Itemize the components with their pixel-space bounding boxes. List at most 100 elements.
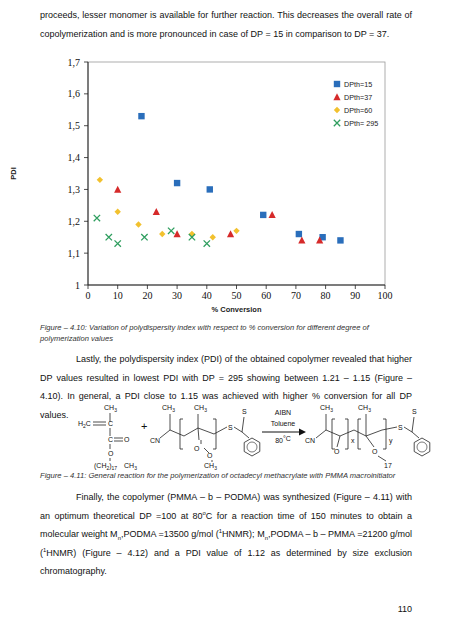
scheme-label: O	[372, 448, 378, 455]
x-tick-label: 20	[142, 290, 152, 301]
y-tick	[84, 253, 88, 254]
scheme-label: CH3	[104, 404, 117, 413]
scheme-label: O	[124, 436, 130, 443]
x-tick	[355, 285, 356, 289]
x-tick	[266, 285, 267, 289]
bracket	[383, 419, 386, 449]
page-number: 110	[380, 604, 412, 614]
aromatic-circle	[247, 442, 257, 452]
point	[204, 240, 210, 246]
point	[298, 237, 305, 244]
legend-swatch	[334, 81, 340, 87]
legend: DPth=15DPth=37DPth=60DPth= 295	[333, 80, 378, 128]
reaction-arrow	[262, 432, 300, 433]
point	[174, 180, 180, 186]
point	[168, 228, 174, 234]
y-tick-label: 1,6	[68, 88, 81, 99]
legend-swatch	[333, 93, 340, 100]
bond	[198, 427, 227, 434]
scheme-label: S	[398, 424, 403, 431]
legend-swatch	[334, 120, 340, 126]
scheme-label: CH3	[204, 462, 217, 471]
chart: 11,11,21,31,41,51,61,7010203040506070809…	[9, 57, 393, 315]
paragraph: Lastly, the polydispersity index (PDI) o…	[40, 350, 412, 424]
text-run: Lastly, the polydispersity index (PDI) o…	[40, 354, 412, 420]
scheme-label: +	[141, 420, 147, 432]
bond	[110, 413, 111, 422]
superscript: 1	[219, 528, 222, 534]
bond	[204, 448, 209, 453]
scheme-label: 80°C	[275, 435, 291, 444]
reaction-scheme: CH3H2CCCOO(CH2)17CH3+CH3CNCH3OOCH3SSAIBN…	[78, 404, 430, 471]
legend-label: DPth= 295	[344, 119, 378, 128]
x-tick-label: 30	[172, 290, 182, 301]
y-tick-label: 1,1	[68, 248, 81, 259]
x-tick	[88, 285, 89, 289]
x-tick-label: 40	[202, 290, 212, 301]
point	[260, 212, 266, 218]
y-tick	[84, 285, 88, 286]
superscript: o	[203, 510, 206, 516]
scheme-label: C	[108, 420, 113, 427]
point	[135, 221, 141, 227]
x-tick	[236, 285, 237, 289]
y-axis	[88, 62, 89, 285]
x-tick	[295, 285, 296, 289]
scheme-label: S	[242, 408, 247, 415]
y-tick-label: 1,7	[68, 57, 81, 68]
x-tick	[206, 285, 207, 289]
bond	[93, 425, 106, 426]
figure-caption: Figure – 4.10: Variation of polydispersi…	[40, 322, 412, 344]
arrow-head	[299, 429, 306, 436]
scheme-label: CH3	[124, 462, 137, 471]
scheme-label: O	[108, 450, 114, 457]
bond	[160, 414, 170, 438]
y-tick-label: 1,4	[68, 152, 81, 163]
point	[94, 215, 100, 221]
superscript: 1	[43, 547, 46, 553]
x-tick	[117, 285, 118, 289]
legend-label: DPth=60	[344, 106, 372, 115]
scheme-label: CH3	[194, 404, 207, 413]
bond	[366, 427, 397, 436]
point	[233, 228, 239, 234]
x-tick	[177, 285, 178, 289]
bond	[316, 414, 326, 438]
bracket	[180, 419, 183, 449]
bond	[110, 458, 111, 461]
point	[207, 186, 213, 192]
figures: 11,11,21,31,41,51,61,7010203040506070809…	[0, 0, 452, 640]
bond	[110, 428, 111, 436]
bond	[234, 417, 244, 432]
point	[97, 177, 103, 183]
scheme-label: C	[108, 436, 113, 443]
aromatic-circle	[417, 442, 427, 452]
bond	[404, 417, 414, 432]
benzene-ring	[414, 438, 430, 456]
bond	[366, 436, 374, 447]
benzene-ring	[244, 438, 260, 456]
point	[227, 230, 234, 237]
scheme-label: O	[194, 445, 200, 452]
point	[269, 211, 276, 218]
bond	[337, 436, 340, 447]
bracket	[332, 419, 335, 449]
point	[106, 234, 112, 240]
point	[115, 240, 121, 246]
subscript: n	[265, 535, 268, 541]
x-tick-label: 90	[350, 290, 360, 301]
x-tick-label: 80	[321, 290, 331, 301]
y-tick-label: 1	[75, 280, 80, 291]
paragraph: proceeds, lesser monomer is available fo…	[40, 6, 412, 43]
paragraph: Finally, the copolymer (PMMA – b – PODMA…	[40, 488, 412, 581]
page: proceeds, lesser monomer is available fo…	[0, 0, 452, 640]
text-run: HNMR) (Figure – 4.12) and a PDI value of…	[40, 548, 412, 577]
text-run: HNMR); M	[222, 529, 265, 539]
point	[141, 234, 147, 240]
legend-label: DPth=37	[344, 93, 372, 102]
bond	[198, 428, 199, 440]
bond	[378, 456, 386, 461]
series	[114, 186, 323, 244]
bracket	[358, 419, 361, 449]
scheme-label: CN	[305, 437, 315, 444]
